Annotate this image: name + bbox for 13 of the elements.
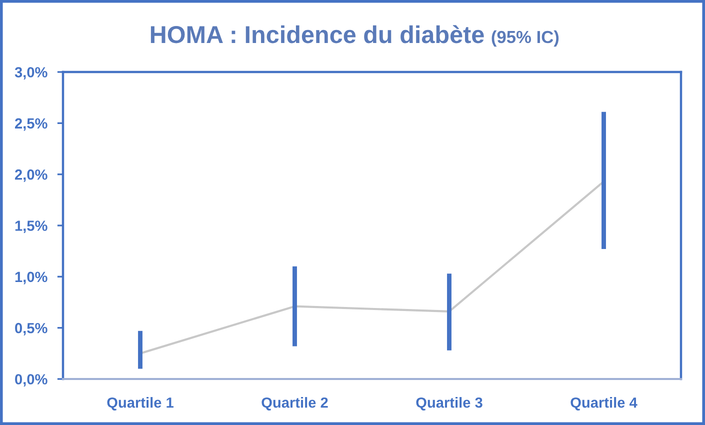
y-tick-label: 2,0% — [14, 169, 48, 182]
x-tick-label: Quartile 4 — [570, 397, 638, 410]
chart-subtitle: (95% IC) — [492, 30, 559, 47]
y-tick-label: 1,0% — [15, 272, 48, 284]
x-tick-label: Quartile 3 — [416, 397, 482, 410]
y-tick-label: 1,5% — [15, 220, 48, 234]
x-tick-label: Quartile 1 — [107, 397, 174, 410]
y-tick-label: 3,0% — [14, 67, 48, 80]
y-tick-label: 0,5% — [15, 322, 48, 336]
y-tick-label: 0,0% — [15, 374, 48, 387]
y-tick-label: 2,5% — [14, 118, 48, 131]
chart-title: HOMA : Incidence du diabète — [150, 25, 484, 44]
x-tick-label: Quartile 2 — [262, 397, 328, 410]
